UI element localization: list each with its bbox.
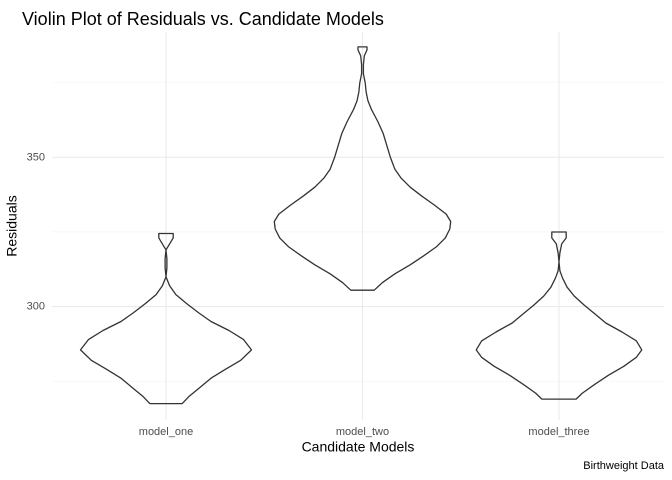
- violin-model_three: [475, 231, 643, 400]
- x-axis-title: Candidate Models: [302, 439, 415, 455]
- axis-layer: 300 350 model_one model_two model_three: [27, 151, 590, 438]
- violin-model_two: [273, 46, 452, 291]
- chart-caption: Birthweight Data: [583, 460, 665, 472]
- y-axis-title: Residuals: [4, 195, 20, 256]
- x-tick-label: model_one: [139, 426, 193, 438]
- grid-layer: [52, 32, 664, 420]
- y-tick-label: 350: [27, 151, 45, 163]
- chart-title: Violin Plot of Residuals vs. Candidate M…: [22, 9, 384, 29]
- x-tick-label: model_two: [336, 426, 389, 438]
- violin-model_one: [79, 232, 253, 405]
- violin-layer: [79, 46, 643, 405]
- x-tick-label: model_three: [528, 426, 589, 438]
- y-tick-label: 300: [27, 300, 45, 312]
